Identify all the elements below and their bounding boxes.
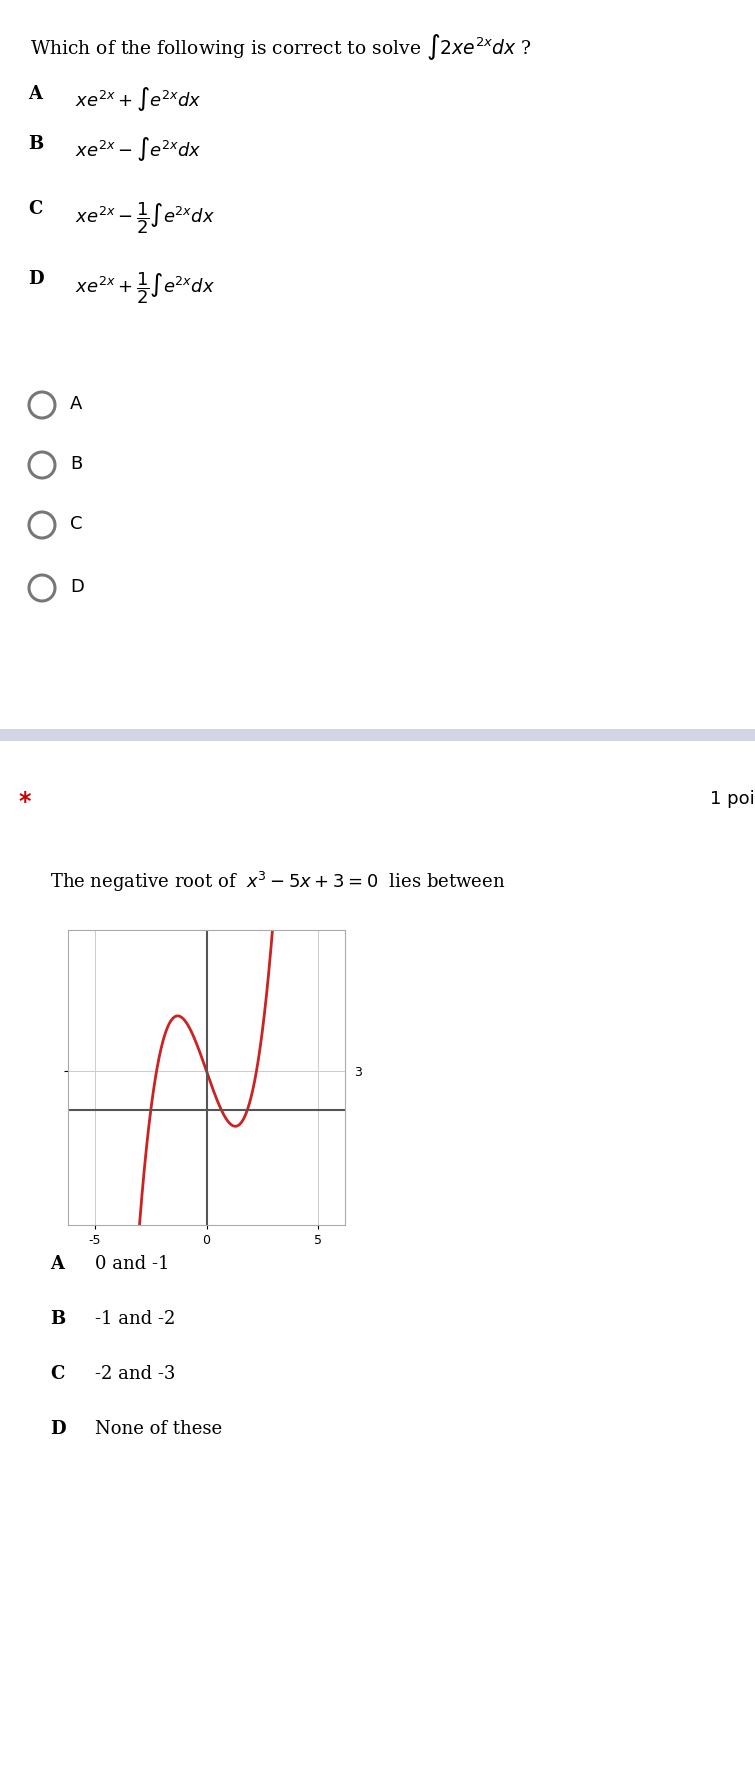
FancyBboxPatch shape: [0, 730, 755, 740]
Text: D: D: [70, 578, 84, 596]
Text: *: *: [18, 790, 30, 813]
Text: $xe^{2x}+\int e^{2x}dx$: $xe^{2x}+\int e^{2x}dx$: [75, 85, 202, 112]
Text: -1 and -2: -1 and -2: [95, 1310, 175, 1328]
Text: The negative root of  $x^3-5x+3=0$  lies between: The negative root of $x^3-5x+3=0$ lies b…: [50, 870, 505, 894]
Text: $xe^{2x}-\int e^{2x}dx$: $xe^{2x}-\int e^{2x}dx$: [75, 135, 202, 164]
Text: C: C: [50, 1365, 64, 1383]
Text: B: B: [70, 456, 82, 473]
Text: C: C: [70, 514, 82, 532]
Text: A: A: [70, 395, 82, 413]
Text: C: C: [28, 199, 42, 217]
Text: 1 poi: 1 poi: [710, 790, 755, 808]
Text: $xe^{2x}-\dfrac{1}{2}\int e^{2x}dx$: $xe^{2x}-\dfrac{1}{2}\int e^{2x}dx$: [75, 199, 215, 235]
Text: Which of the following is correct to solve $\int 2xe^{2x}dx$ ?: Which of the following is correct to sol…: [30, 32, 532, 62]
Text: None of these: None of these: [95, 1420, 222, 1438]
Text: B: B: [28, 135, 43, 153]
Text: $xe^{2x}+\dfrac{1}{2}\int e^{2x}dx$: $xe^{2x}+\dfrac{1}{2}\int e^{2x}dx$: [75, 271, 215, 306]
Text: D: D: [50, 1420, 66, 1438]
Text: 0 and -1: 0 and -1: [95, 1255, 170, 1273]
Text: D: D: [28, 271, 44, 288]
Text: A: A: [28, 85, 42, 103]
Text: -2 and -3: -2 and -3: [95, 1365, 175, 1383]
Text: A: A: [50, 1255, 64, 1273]
Text: B: B: [50, 1310, 65, 1328]
